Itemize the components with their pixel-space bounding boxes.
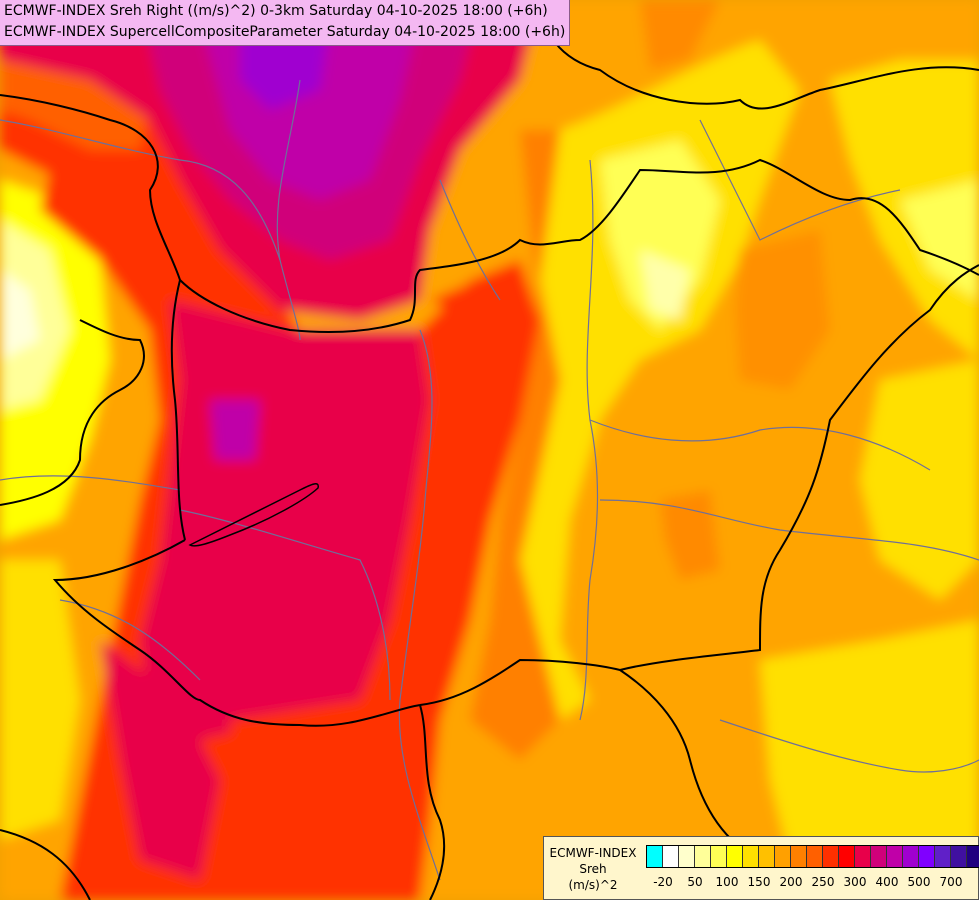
legend-swatch — [903, 846, 919, 867]
legend-swatch — [919, 846, 935, 867]
legend-tick-label: 200 — [779, 875, 803, 889]
legend-swatch — [951, 846, 967, 867]
legend-swatch — [775, 846, 791, 867]
legend-title: ECMWF-INDEX Sreh (m/s)^2 — [548, 845, 638, 893]
legend-tick-label: 250 — [811, 875, 835, 889]
legend-tick-label: 100 — [715, 875, 739, 889]
legend-swatch — [871, 846, 887, 867]
legend-tick-label: 400 — [875, 875, 899, 889]
legend-swatch — [759, 846, 775, 867]
legend-tick-label: 150 — [747, 875, 771, 889]
map-title-box: ECMWF-INDEX Sreh Right ((m/s)^2) 0-3km S… — [0, 0, 571, 46]
legend-tick-label: 300 — [843, 875, 867, 889]
lake-balaton — [188, 483, 319, 547]
title-line-1: ECMWF-INDEX Sreh Right ((m/s)^2) 0-3km S… — [4, 3, 548, 19]
legend-swatch — [791, 846, 807, 867]
legend-color-bar — [646, 845, 979, 868]
legend-model: ECMWF-INDEX — [549, 846, 637, 860]
legend-swatch — [727, 846, 743, 867]
legend-swatch — [839, 846, 855, 867]
color-legend: ECMWF-INDEX Sreh (m/s)^2 -20 50 100 150 200 2… — [543, 836, 979, 900]
legend-swatch — [855, 846, 871, 867]
legend-swatch — [935, 846, 951, 867]
legend-swatch — [743, 846, 759, 867]
legend-parameter: Sreh — [579, 862, 607, 876]
legend-swatch — [695, 846, 711, 867]
legend-swatch — [823, 846, 839, 867]
legend-unit: (m/s)^2 — [568, 878, 618, 892]
title-line-2: ECMWF-INDEX SupercellCompositeParameter … — [4, 24, 566, 40]
legend-swatch — [887, 846, 903, 867]
legend-swatch — [711, 846, 727, 867]
legend-swatch — [663, 846, 679, 867]
legend-tick-label: 700 — [939, 875, 963, 889]
legend-swatch — [679, 846, 695, 867]
legend-swatch — [647, 846, 663, 867]
legend-swatch — [967, 846, 979, 867]
rivers — [0, 79, 979, 881]
legend-tick-label: 50 — [687, 875, 703, 889]
legend-swatch — [807, 846, 823, 867]
legend-tick-label: 500 — [907, 875, 931, 889]
legend-tick-label: -20 — [653, 875, 673, 889]
